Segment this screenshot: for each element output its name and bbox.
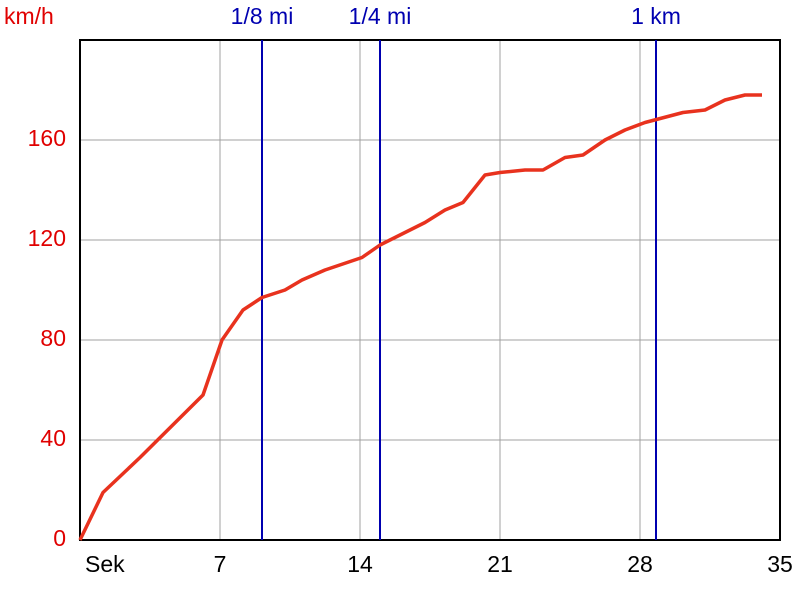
x-tick-label: 7 bbox=[214, 551, 227, 577]
y-tick-label: 120 bbox=[28, 225, 66, 251]
x-tick-label: 35 bbox=[767, 551, 793, 577]
x-tick-label: Sek bbox=[85, 551, 125, 577]
x-tick-label: 21 bbox=[487, 551, 513, 577]
y-tick-label: 160 bbox=[28, 125, 66, 151]
plot-border bbox=[79, 39, 781, 541]
distance-marker-label: 1/4 mi bbox=[349, 3, 412, 29]
y-axis-label: km/h bbox=[4, 3, 54, 29]
distance-marker-label: 1/8 mi bbox=[231, 3, 294, 29]
distance-marker-label: 1 km bbox=[631, 3, 681, 29]
y-tick-label: 80 bbox=[40, 325, 66, 351]
speed-line bbox=[78, 93, 762, 541]
y-tick-label: 0 bbox=[53, 525, 66, 551]
x-tick-label: 28 bbox=[627, 551, 653, 577]
x-tick-label: 14 bbox=[347, 551, 373, 577]
y-tick-label: 40 bbox=[40, 425, 66, 451]
